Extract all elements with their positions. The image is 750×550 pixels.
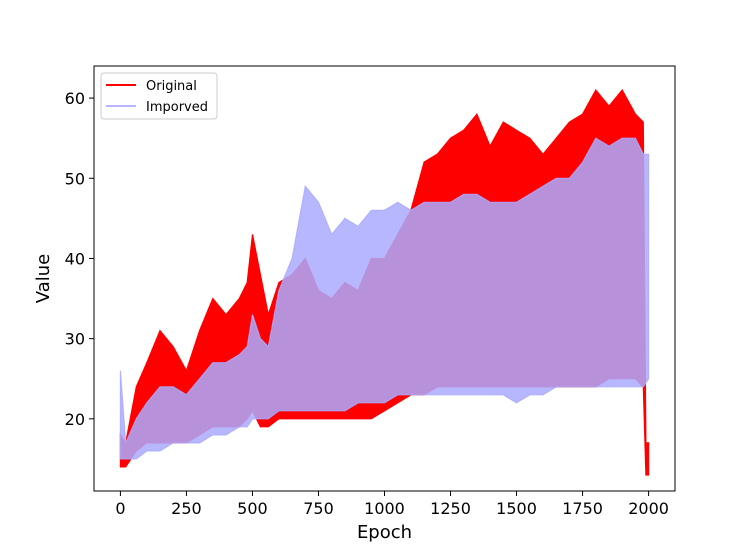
- series-layer: [119, 89, 650, 476]
- y-tick-label: 30: [65, 330, 85, 349]
- y-tick-label: 40: [65, 249, 85, 268]
- y-tick-label: 60: [65, 89, 85, 108]
- legend: Original Imporved: [100, 72, 218, 120]
- x-tick-label: 750: [303, 499, 334, 518]
- x-tick-label: 2000: [628, 499, 669, 518]
- y-axis-title: Value: [33, 254, 54, 303]
- y-tick-label: 50: [65, 169, 85, 188]
- series-band-1: [119, 137, 650, 460]
- x-tick-label: 250: [171, 499, 202, 518]
- x-tick-label: 1500: [496, 499, 537, 518]
- x-axis: 0 250 500 750 1000 1250 1500 1750 2000: [115, 491, 669, 518]
- x-tick-label: 1750: [562, 499, 603, 518]
- legend-label: Imporved: [146, 100, 208, 115]
- x-tick-label: 0: [115, 499, 125, 518]
- x-tick-label: 1000: [364, 499, 405, 518]
- legend-label: Original: [146, 79, 197, 94]
- x-tick-label: 1250: [430, 499, 471, 518]
- y-tick-label: 20: [65, 410, 85, 429]
- x-tick-label: 500: [237, 499, 268, 518]
- y-axis: 20 30 40 50 60: [65, 89, 94, 429]
- x-axis-title: Epoch: [357, 522, 412, 543]
